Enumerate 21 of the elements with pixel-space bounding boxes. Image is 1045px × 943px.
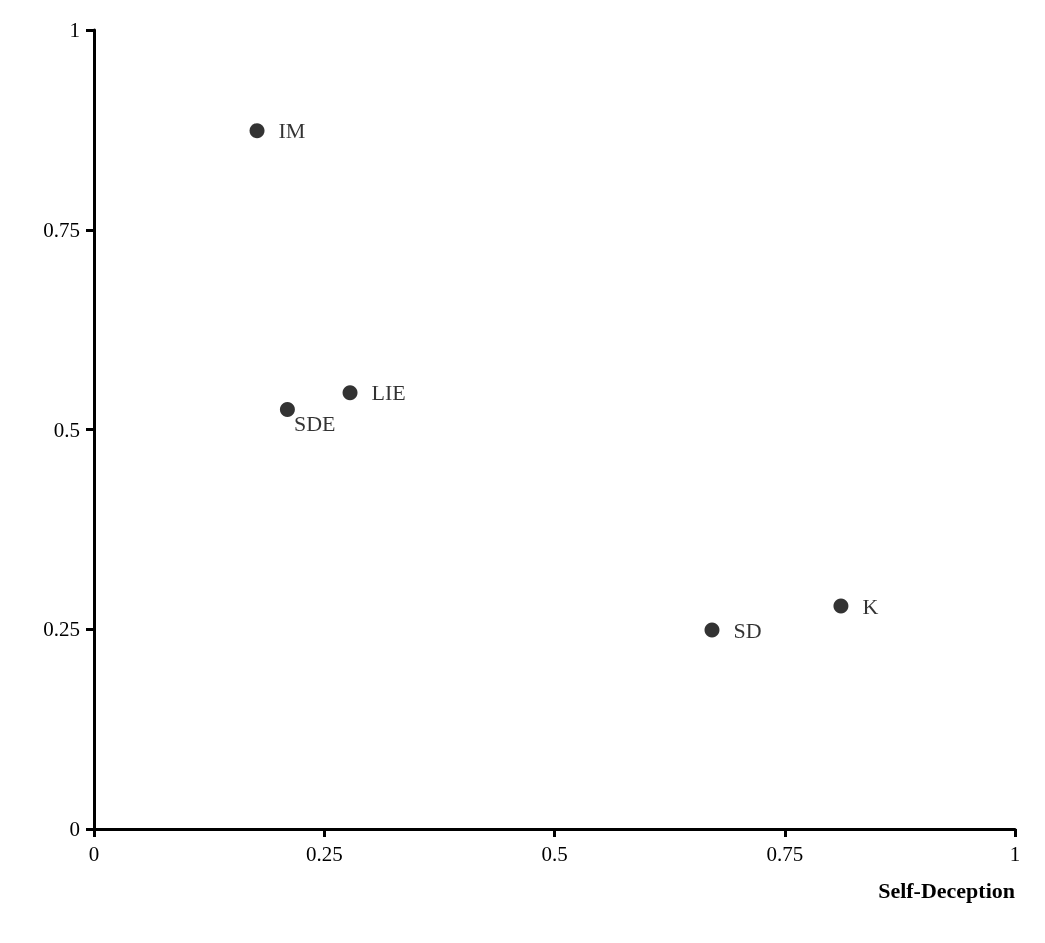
y-tick-label: 0.25 bbox=[43, 617, 80, 642]
y-tick-label: 0.5 bbox=[53, 417, 80, 442]
x-tick-label: 0.5 bbox=[541, 841, 568, 866]
point bbox=[342, 385, 358, 401]
series-label: SD bbox=[733, 617, 762, 643]
x-tick-label: 0.75 bbox=[766, 841, 804, 866]
x-tick-label: 0.25 bbox=[305, 841, 343, 866]
series-label: K bbox=[862, 593, 879, 619]
series-label: IM bbox=[278, 118, 306, 144]
point bbox=[833, 598, 849, 614]
y-tick-label: 1 bbox=[69, 18, 80, 42]
x-tick-label: 1 bbox=[1009, 841, 1021, 866]
point bbox=[704, 622, 720, 638]
y-tick-label: 0.75 bbox=[43, 217, 80, 242]
x-tick-label: 0 bbox=[88, 841, 100, 866]
series-label: LIE bbox=[371, 380, 406, 406]
point bbox=[249, 123, 265, 139]
series-label: SDE bbox=[293, 410, 336, 436]
point bbox=[279, 402, 295, 418]
y-tick-label: 0 bbox=[69, 817, 80, 841]
x-axis-title: Self-Deception bbox=[878, 877, 1015, 903]
